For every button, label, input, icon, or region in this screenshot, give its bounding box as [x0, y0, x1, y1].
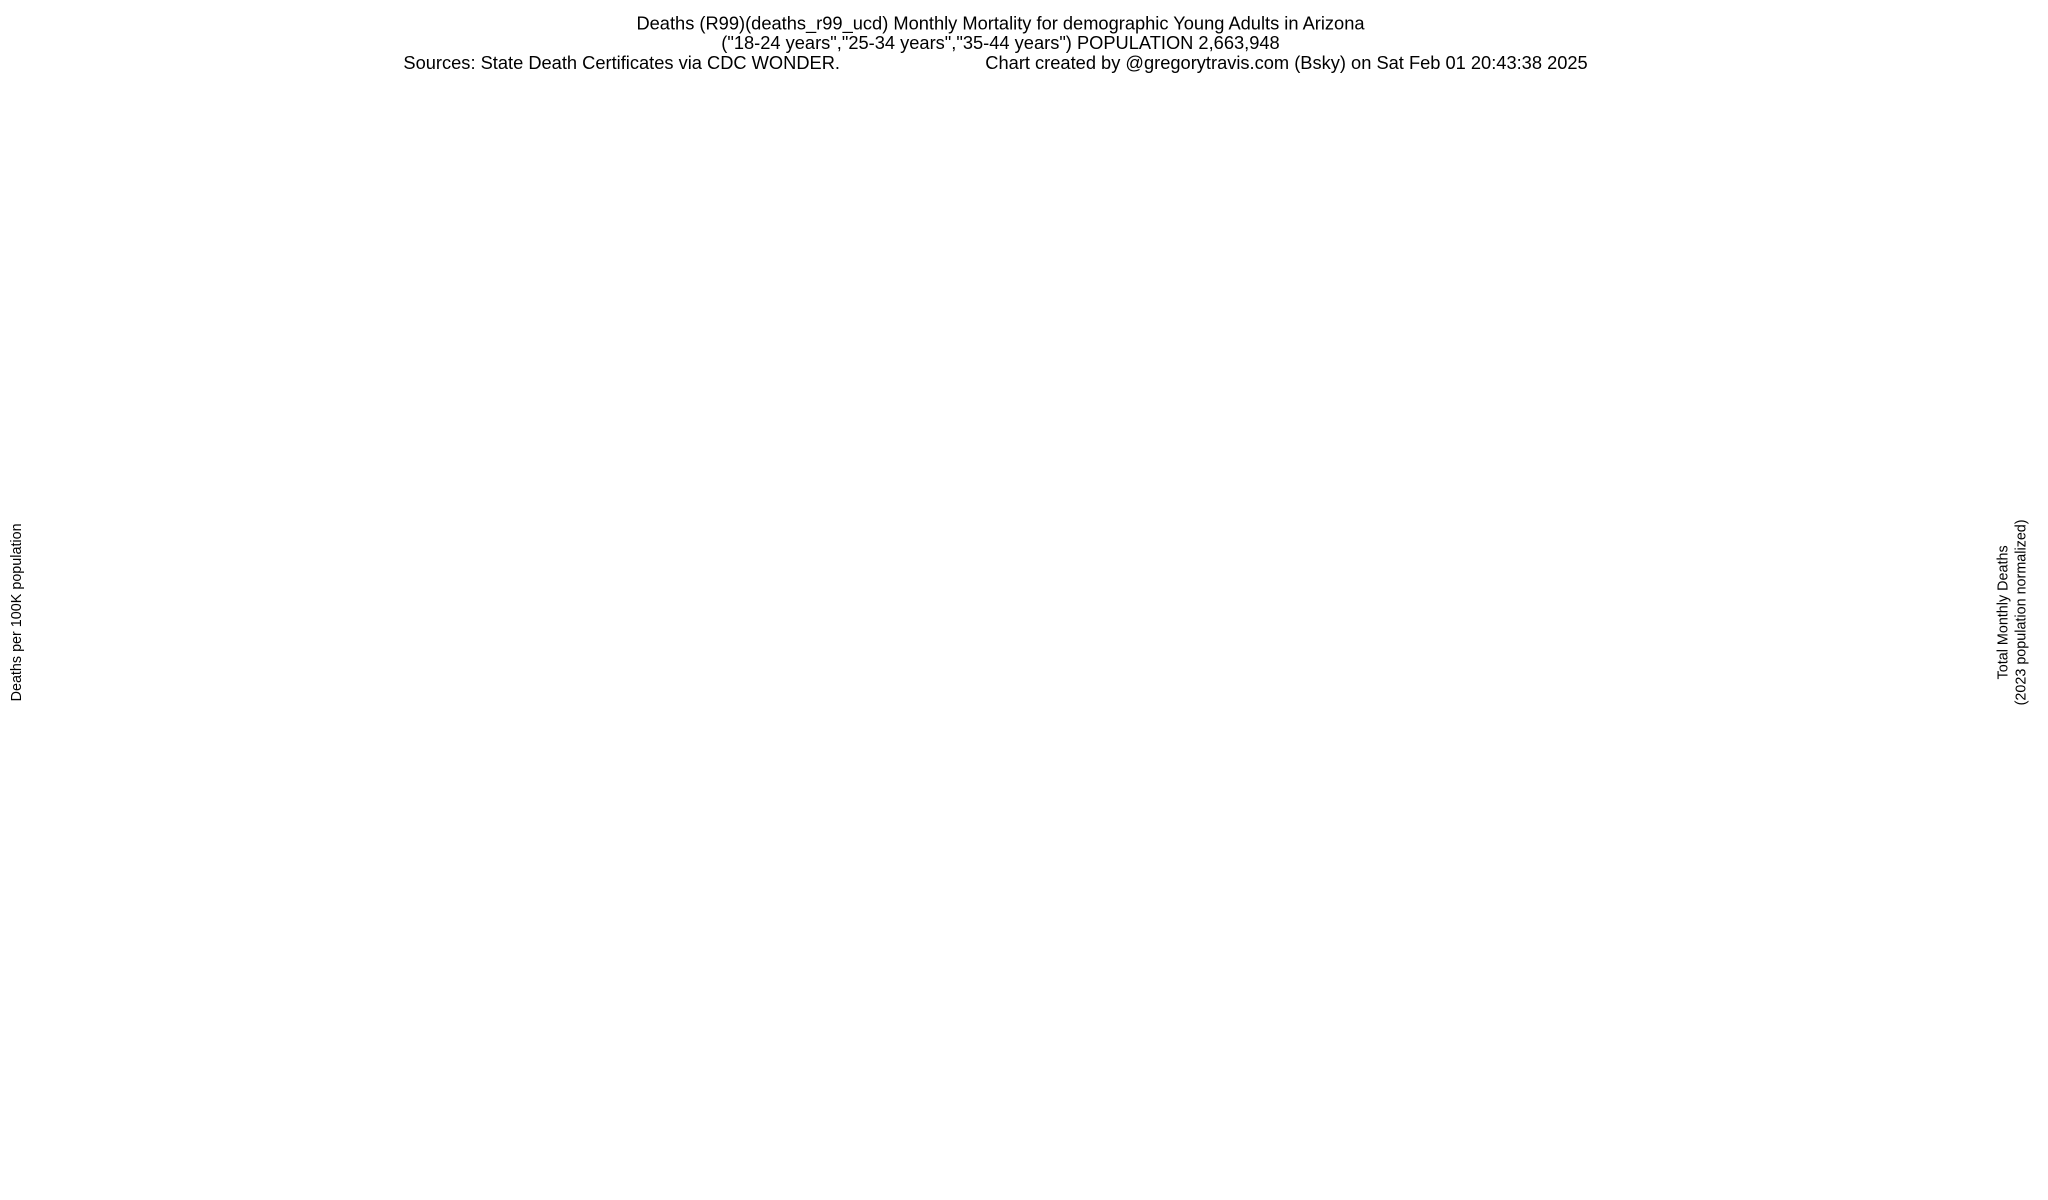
- source: Sources: State Death Certificates via CD…: [403, 52, 840, 73]
- chart-title: Deaths (R99)(deaths_r99_ucd) Monthly Mor…: [636, 13, 1365, 35]
- credit: Chart created by @gregorytravis.com (Bsk…: [985, 52, 1587, 73]
- chart-subtitle: ("18-24 years","25-34 years","35-44 year…: [721, 32, 1279, 53]
- y-axis-label: Deaths per 100K population: [9, 523, 25, 701]
- y2-axis-label: Total Monthly Deaths: [1995, 545, 2011, 679]
- y2-axis-label: (2023 population normalized): [2014, 519, 2030, 705]
